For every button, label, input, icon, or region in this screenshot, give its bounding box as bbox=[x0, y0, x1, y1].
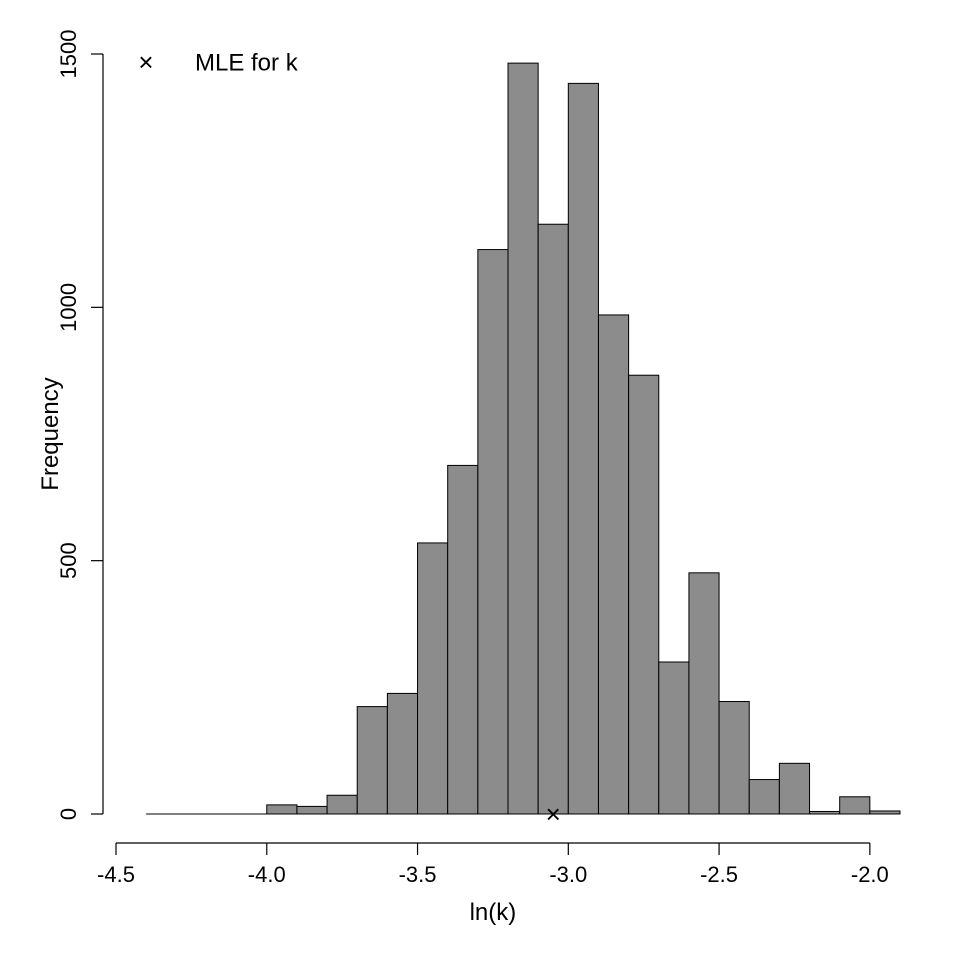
histogram-bar bbox=[356, 706, 388, 815]
x-tick-label: -3.0 bbox=[549, 862, 587, 887]
histogram-bar bbox=[537, 223, 569, 815]
x-axis-title: ln(k) bbox=[470, 899, 517, 926]
histogram-bar bbox=[839, 796, 871, 815]
histogram-bar bbox=[718, 701, 750, 815]
y-axis-ticks: 0 500 1000 1500 bbox=[56, 30, 103, 820]
histogram-bar bbox=[688, 572, 720, 815]
histogram-bar bbox=[628, 374, 660, 815]
histogram-bar bbox=[809, 810, 841, 815]
x-tick-label: -2.0 bbox=[851, 862, 889, 887]
histogram-bar bbox=[386, 692, 419, 815]
y-tick-label: 1500 bbox=[56, 30, 81, 79]
y-axis-title: Frequency bbox=[37, 377, 64, 490]
y-tick-label: 500 bbox=[56, 542, 81, 579]
x-tick-label: -4.5 bbox=[97, 862, 135, 887]
histogram-bar bbox=[778, 762, 811, 815]
histogram-bar bbox=[326, 794, 358, 815]
mle-marker: × bbox=[546, 799, 561, 829]
x-tick-label: -3.5 bbox=[399, 862, 437, 887]
x-axis: -4.5 -4.0 -3.5 -3.0 -2.5 -2.0 bbox=[97, 842, 889, 887]
histogram-bar bbox=[417, 542, 449, 815]
histogram-bar bbox=[748, 779, 780, 815]
y-axis: 0 500 1000 1500 bbox=[56, 30, 104, 820]
histogram-bar bbox=[296, 805, 328, 815]
histogram-bar bbox=[477, 249, 509, 815]
x-axis-ticks: -4.5 -4.0 -3.5 -3.0 -2.5 -2.0 bbox=[97, 843, 889, 887]
y-tick-label: 0 bbox=[56, 808, 81, 820]
x-tick-label: -2.5 bbox=[700, 862, 738, 887]
x-tick-label: -4.0 bbox=[248, 862, 286, 887]
histogram-bar bbox=[567, 82, 599, 815]
plot-area: × bbox=[146, 62, 901, 829]
histogram-bar bbox=[658, 661, 690, 815]
histogram-bar bbox=[869, 810, 901, 815]
histogram-bar bbox=[447, 464, 479, 815]
histogram-bar bbox=[266, 804, 298, 815]
y-tick-label: 1000 bbox=[56, 283, 81, 332]
histogram-bars bbox=[266, 62, 901, 815]
legend: × MLE for k bbox=[138, 47, 298, 77]
legend-label: MLE for k bbox=[195, 50, 299, 77]
legend-marker: × bbox=[138, 47, 153, 77]
histogram-bar bbox=[597, 314, 630, 815]
histogram-bar bbox=[507, 62, 539, 815]
